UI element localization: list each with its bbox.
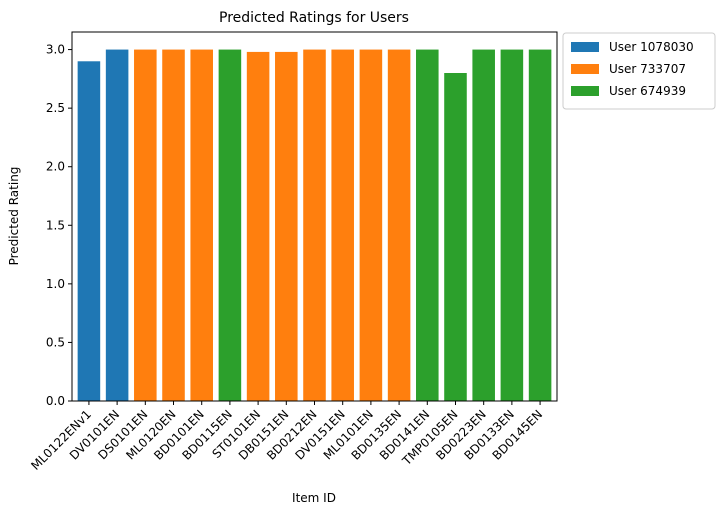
bar <box>416 49 439 401</box>
legend <box>562 32 716 110</box>
bar <box>246 51 270 402</box>
legend-swatch <box>571 42 599 52</box>
legend-label: User 674939 <box>609 84 686 98</box>
bar <box>275 51 298 402</box>
legend-label: User 733707 <box>609 62 686 76</box>
y-tick-label: 1.0 <box>46 277 65 291</box>
x-axis-label: Item ID <box>292 491 336 505</box>
bar <box>500 49 524 401</box>
y-axis-label: Predicted Rating <box>7 167 21 266</box>
bar <box>134 49 157 401</box>
plot-frame <box>71 31 558 402</box>
legend-label: User 1078030 <box>609 40 694 54</box>
bar <box>472 49 495 401</box>
bar <box>359 49 383 401</box>
y-tick-label: 2.0 <box>46 160 65 174</box>
chart-title: Predicted Ratings for Users <box>219 10 409 26</box>
y-tick-label: 3.0 <box>46 43 65 57</box>
y-tick-label: 2.5 <box>46 101 65 115</box>
bar <box>331 49 354 401</box>
bar <box>105 49 129 401</box>
legend-swatch <box>571 64 599 74</box>
bar <box>218 49 242 401</box>
y-tick-label: 0.5 <box>46 335 65 349</box>
y-tick-label: 1.5 <box>46 218 65 232</box>
bar <box>303 49 326 401</box>
bar <box>162 49 185 401</box>
bar <box>444 73 467 401</box>
bar <box>77 61 101 402</box>
y-tick-label: 0.0 <box>46 394 65 408</box>
bar <box>387 49 411 401</box>
legend-swatch <box>571 86 599 96</box>
bar <box>528 49 552 401</box>
bar <box>190 49 213 401</box>
